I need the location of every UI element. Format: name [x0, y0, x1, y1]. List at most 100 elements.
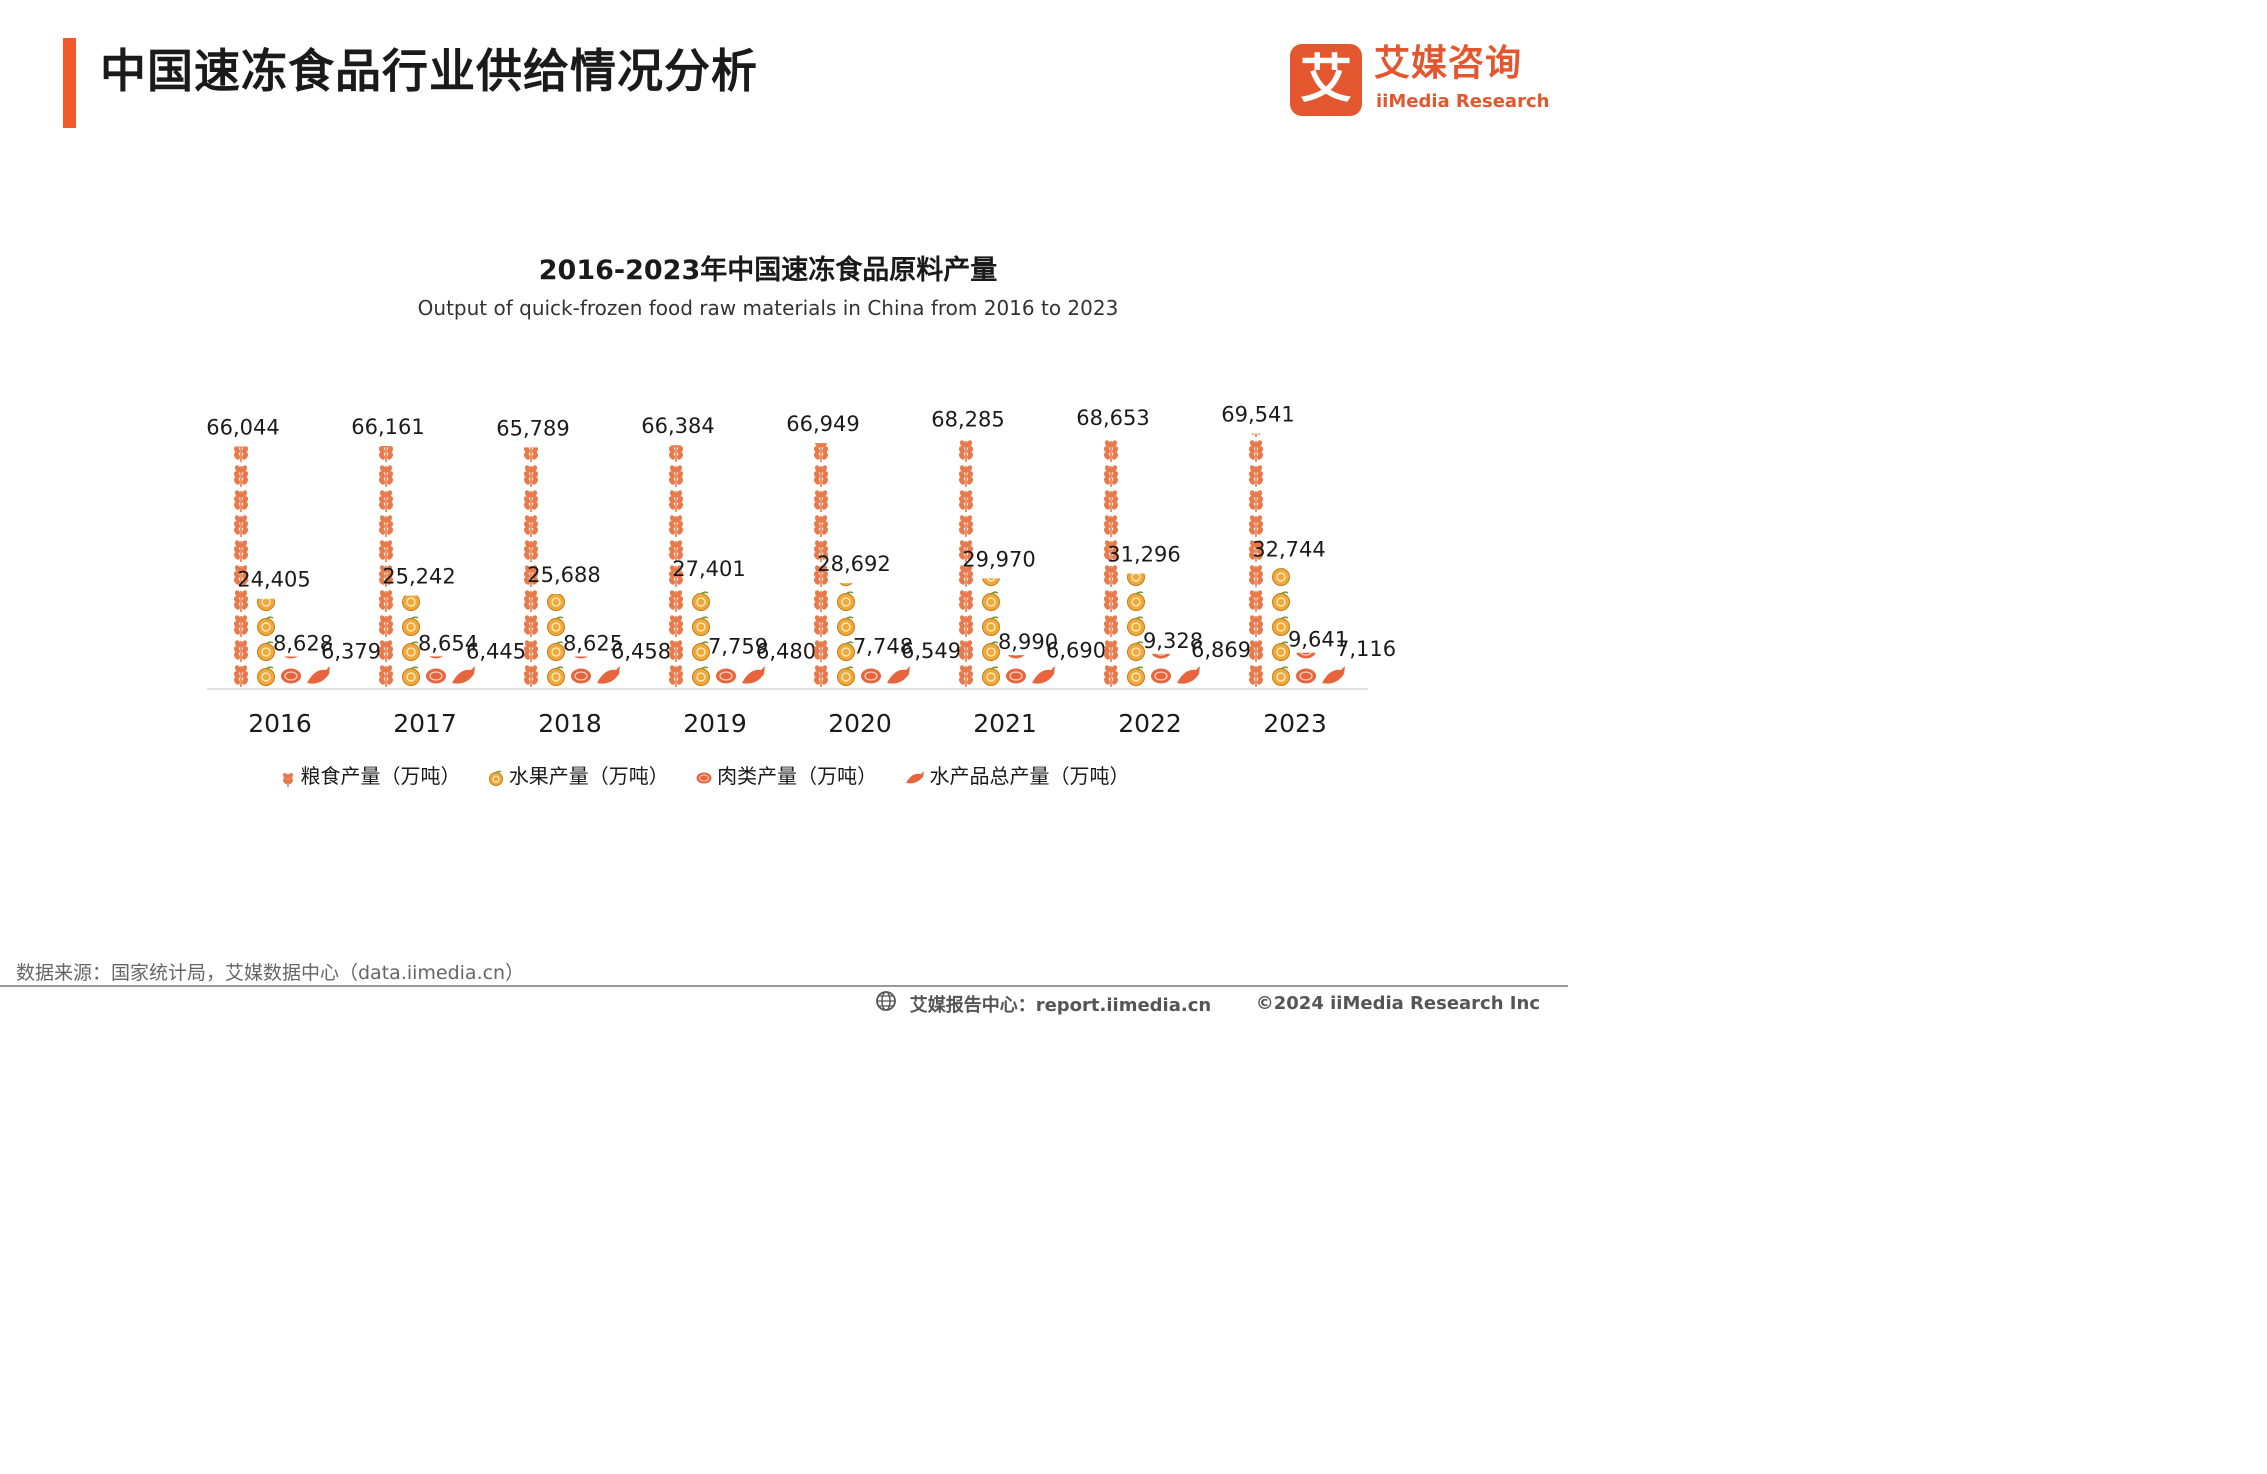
logo-chinese-name: 艾媒咨询: [1374, 43, 1523, 84]
logo-english-name: iiMedia Research: [1376, 91, 1550, 112]
data-label-grain-2016: 66,044: [206, 415, 279, 439]
bar-fruit-2019: [692, 591, 710, 686]
data-label-grain-2022: 68,653: [1076, 406, 1149, 430]
title-accent-bar: [63, 38, 76, 128]
chart-legend: 粮食产量（万吨） 水果产量（万吨） 肉类产量（万吨） 水产品总产量（万吨）: [0, 760, 1410, 789]
legend-item-fruit: 水果产量（万吨）: [487, 760, 669, 789]
orange-fruit-icon: [488, 770, 503, 786]
x-tick-label-2023: 2023: [1263, 709, 1327, 738]
meat-icon: [696, 772, 712, 783]
chart-title: 2016-2023年中国速冻食品原料产量: [538, 255, 998, 286]
x-tick-label-2016: 2016: [248, 709, 312, 738]
data-source-note: 数据来源：国家统计局，艾媒数据中心（data.iimedia.cn）: [16, 962, 525, 984]
legend-label-fruit: 水果产量（万吨）: [508, 764, 669, 788]
x-tick-label-2021: 2021: [973, 709, 1037, 738]
bar-fruit-2020: [837, 583, 855, 686]
legend-label-aquatic: 水产品总产量（万吨）: [929, 764, 1130, 788]
bar-meat-2020: [861, 668, 881, 684]
bar-grain-2022: [1103, 436, 1119, 687]
bar-fruit-2016: [257, 598, 275, 686]
legend-item-grain: 粮食产量（万吨）: [280, 760, 460, 789]
footer: 艾媒报告中心：report.iimedia.cn ©2024 iiMedia R…: [875, 990, 1540, 1017]
bar-meat-2019: [716, 668, 736, 684]
bar-fruit-2021: [982, 578, 1000, 686]
x-tick-label-2022: 2022: [1118, 709, 1182, 738]
bar-meat-2016: [281, 656, 301, 684]
bar-aquatic-2018: [597, 666, 620, 684]
bar-fruit-2023: [1272, 568, 1290, 686]
x-tick-label-2020: 2020: [828, 709, 892, 738]
fish-icon: [905, 770, 924, 783]
data-label-aquatic-2017: 6,445: [466, 639, 526, 663]
footer-divider: [0, 985, 1568, 987]
data-label-aquatic-2019: 6,480: [756, 639, 816, 663]
data-label-aquatic-2021: 6,690: [1046, 639, 1106, 663]
data-label-fruit-2023: 32,744: [1252, 537, 1325, 561]
x-tick-label-2019: 2019: [683, 709, 747, 738]
data-label-meat-2020: 7,748: [853, 635, 913, 659]
bar-grain-2017: [378, 446, 394, 687]
bar-aquatic-2017: [452, 666, 475, 684]
copyright-label: ©2024 iiMedia Research Inc: [1255, 993, 1540, 1014]
data-label-fruit-2016: 24,405: [237, 568, 310, 592]
bar-grain-2021: [958, 440, 974, 687]
data-label-grain-2018: 65,789: [496, 416, 569, 440]
data-label-aquatic-2023: 7,116: [1336, 637, 1396, 661]
logo-mark: 艾: [1290, 44, 1362, 116]
data-label-grain-2023: 69,541: [1221, 403, 1294, 427]
data-label-aquatic-2016: 6,379: [321, 640, 381, 664]
data-label-aquatic-2020: 6,549: [901, 639, 961, 663]
page-title: 中国速冻食品行业供给情况分析: [100, 44, 758, 98]
data-label-aquatic-2018: 6,458: [611, 639, 671, 663]
iimedia-logo: 艾 艾媒咨询 iiMedia Research: [1290, 43, 1549, 116]
bar-grain-2019: [668, 445, 684, 687]
bar-grain-2023: [1248, 433, 1264, 687]
bar-meat-2022: [1151, 653, 1171, 684]
data-label-fruit-2021: 29,970: [962, 547, 1035, 571]
report-center-label: 艾媒报告中心：report.iimedia.cn: [909, 994, 1212, 1016]
data-label-meat-2016: 8,628: [273, 631, 333, 655]
bar-fruit-2018: [547, 594, 565, 686]
data-label-meat-2018: 8,625: [563, 631, 623, 655]
data-label-fruit-2019: 27,401: [672, 557, 745, 581]
data-label-fruit-2022: 31,296: [1107, 543, 1180, 567]
data-label-aquatic-2022: 6,869: [1191, 638, 1251, 662]
data-label-meat-2021: 8,990: [998, 630, 1058, 654]
bar-aquatic-2020: [887, 666, 910, 684]
bar-meat-2023: [1296, 652, 1316, 684]
bar-fruit-2022: [1127, 573, 1145, 686]
legend-label-meat: 肉类产量（万吨）: [717, 764, 878, 788]
bar-fruit-2017: [402, 595, 420, 686]
bar-aquatic-2023: [1322, 666, 1345, 684]
bar-grain-2016: [233, 446, 249, 687]
bar-aquatic-2022: [1177, 666, 1200, 684]
chart-subtitle: Output of quick-frozen food raw material…: [417, 296, 1119, 320]
data-label-grain-2017: 66,161: [351, 415, 424, 439]
data-label-grain-2021: 68,285: [931, 407, 1004, 431]
wheat-icon: [283, 772, 294, 787]
legend-item-aquatic: 水产品总产量（万吨）: [904, 760, 1130, 789]
data-label-meat-2023: 9,641: [1288, 628, 1348, 652]
legend-item-meat: 肉类产量（万吨）: [695, 760, 877, 789]
bar-meat-2017: [426, 656, 446, 684]
x-tick-label-2017: 2017: [393, 709, 457, 738]
bar-grain-2018: [523, 447, 539, 687]
data-label-fruit-2020: 28,692: [817, 552, 890, 576]
data-label-meat-2017: 8,654: [418, 631, 478, 655]
bar-aquatic-2021: [1032, 666, 1055, 684]
data-label-meat-2022: 9,328: [1143, 629, 1203, 653]
bar-meat-2021: [1006, 655, 1026, 684]
bar-meat-2018: [571, 656, 591, 684]
data-label-meat-2019: 7,759: [708, 635, 768, 659]
bar-aquatic-2016: [307, 666, 330, 684]
data-label-fruit-2017: 25,242: [382, 565, 455, 589]
legend-label-grain: 粮食产量（万吨）: [300, 764, 461, 788]
data-label-grain-2019: 66,384: [641, 414, 714, 438]
bar-aquatic-2019: [742, 666, 765, 684]
globe-icon: [875, 990, 897, 1017]
data-label-fruit-2018: 25,688: [527, 563, 600, 587]
x-tick-label-2018: 2018: [538, 709, 602, 738]
data-label-grain-2020: 66,949: [786, 412, 859, 436]
bar-grain-2020: [813, 443, 829, 687]
